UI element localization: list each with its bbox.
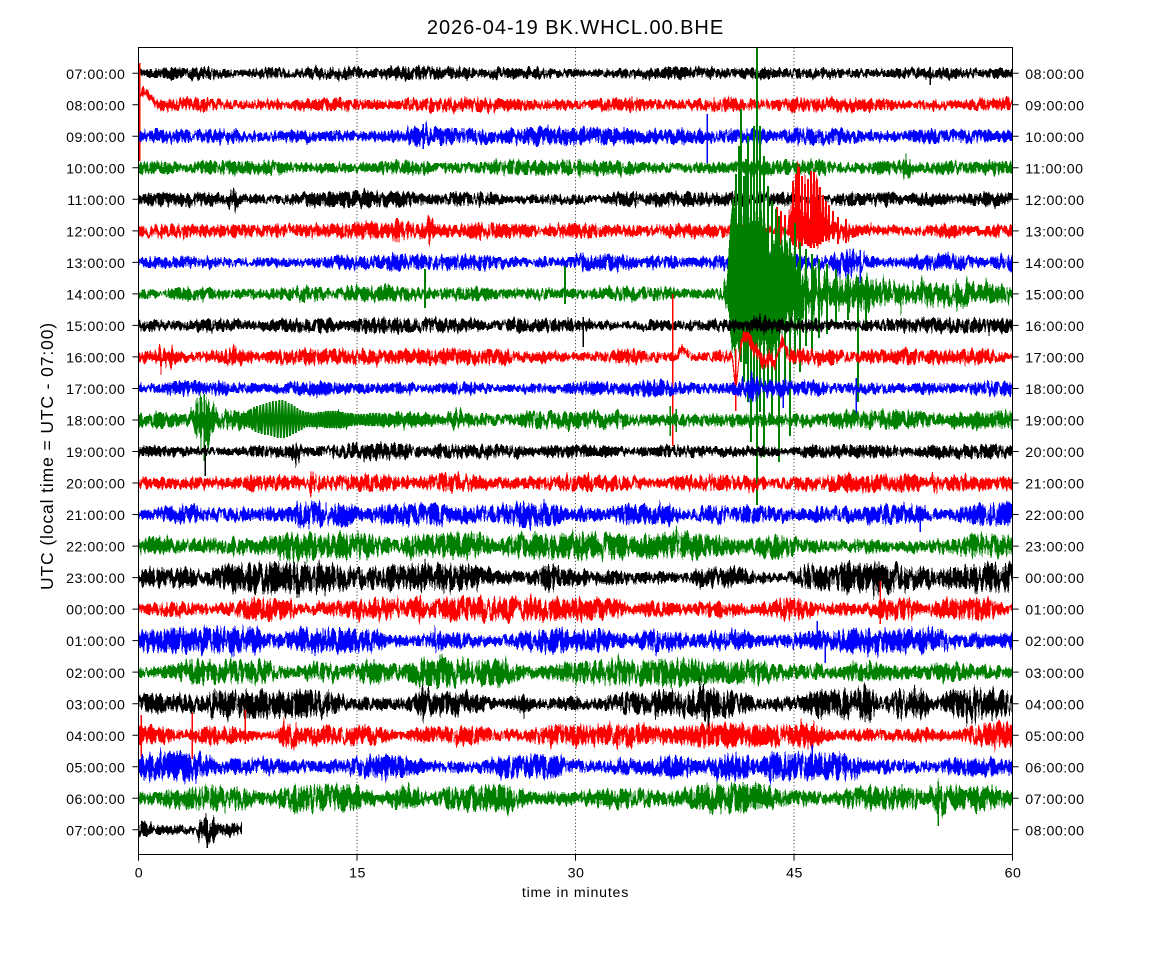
- svg-text:13:00:00: 13:00:00: [1025, 224, 1084, 240]
- svg-text:30: 30: [568, 866, 585, 882]
- svg-text:UTC (local time = UTC - 07:00): UTC (local time = UTC - 07:00): [37, 322, 57, 590]
- svg-text:20:00:00: 20:00:00: [1025, 445, 1084, 461]
- svg-text:05:00:00: 05:00:00: [1025, 729, 1084, 745]
- svg-text:10:00:00: 10:00:00: [66, 161, 125, 177]
- svg-text:18:00:00: 18:00:00: [1025, 382, 1084, 398]
- svg-text:05:00:00: 05:00:00: [66, 760, 125, 776]
- svg-text:12:00:00: 12:00:00: [1025, 193, 1084, 209]
- svg-text:45: 45: [786, 866, 803, 882]
- svg-text:22:00:00: 22:00:00: [66, 540, 125, 556]
- svg-text:08:00:00: 08:00:00: [66, 98, 125, 114]
- svg-text:00:00:00: 00:00:00: [1025, 571, 1084, 587]
- svg-text:17:00:00: 17:00:00: [1025, 351, 1084, 367]
- svg-text:10:00:00: 10:00:00: [1025, 130, 1084, 146]
- svg-text:2026-04-19 BK.WHCL.00.BHE: 2026-04-19 BK.WHCL.00.BHE: [427, 17, 724, 39]
- svg-text:06:00:00: 06:00:00: [66, 792, 125, 808]
- svg-text:14:00:00: 14:00:00: [1025, 256, 1084, 272]
- svg-text:07:00:00: 07:00:00: [1025, 792, 1084, 808]
- svg-text:23:00:00: 23:00:00: [1025, 540, 1084, 556]
- svg-text:17:00:00: 17:00:00: [66, 382, 125, 398]
- svg-text:18:00:00: 18:00:00: [66, 414, 125, 430]
- svg-text:07:00:00: 07:00:00: [66, 67, 125, 83]
- svg-text:11:00:00: 11:00:00: [1025, 161, 1083, 177]
- svg-text:04:00:00: 04:00:00: [66, 729, 125, 745]
- svg-text:08:00:00: 08:00:00: [1025, 823, 1084, 839]
- svg-text:15:00:00: 15:00:00: [66, 319, 125, 335]
- svg-text:15:00:00: 15:00:00: [1025, 288, 1084, 304]
- svg-text:16:00:00: 16:00:00: [1025, 319, 1084, 335]
- svg-text:13:00:00: 13:00:00: [66, 256, 125, 272]
- svg-text:0: 0: [135, 866, 143, 882]
- svg-text:09:00:00: 09:00:00: [1025, 98, 1084, 114]
- svg-text:21:00:00: 21:00:00: [1025, 477, 1084, 493]
- svg-text:04:00:00: 04:00:00: [1025, 697, 1084, 713]
- svg-text:06:00:00: 06:00:00: [1025, 760, 1084, 776]
- svg-text:12:00:00: 12:00:00: [66, 224, 125, 240]
- svg-text:02:00:00: 02:00:00: [1025, 634, 1084, 650]
- svg-text:07:00:00: 07:00:00: [66, 823, 125, 839]
- svg-text:03:00:00: 03:00:00: [1025, 666, 1084, 682]
- svg-text:08:00:00: 08:00:00: [1025, 67, 1084, 83]
- svg-text:16:00:00: 16:00:00: [66, 351, 125, 367]
- svg-text:20:00:00: 20:00:00: [66, 477, 125, 493]
- svg-text:21:00:00: 21:00:00: [66, 508, 125, 524]
- svg-text:09:00:00: 09:00:00: [66, 130, 125, 146]
- svg-text:11:00:00: 11:00:00: [67, 193, 125, 209]
- svg-text:00:00:00: 00:00:00: [66, 603, 125, 619]
- svg-text:60: 60: [1005, 866, 1022, 882]
- svg-text:23:00:00: 23:00:00: [66, 571, 125, 587]
- svg-text:time in minutes: time in minutes: [522, 885, 629, 901]
- svg-text:01:00:00: 01:00:00: [1025, 603, 1084, 619]
- svg-text:19:00:00: 19:00:00: [66, 445, 125, 461]
- svg-text:01:00:00: 01:00:00: [66, 634, 125, 650]
- svg-text:02:00:00: 02:00:00: [66, 666, 125, 682]
- svg-text:14:00:00: 14:00:00: [66, 288, 125, 304]
- svg-text:15: 15: [349, 866, 366, 882]
- svg-text:19:00:00: 19:00:00: [1025, 414, 1084, 430]
- svg-text:22:00:00: 22:00:00: [1025, 508, 1084, 524]
- svg-text:03:00:00: 03:00:00: [66, 697, 125, 713]
